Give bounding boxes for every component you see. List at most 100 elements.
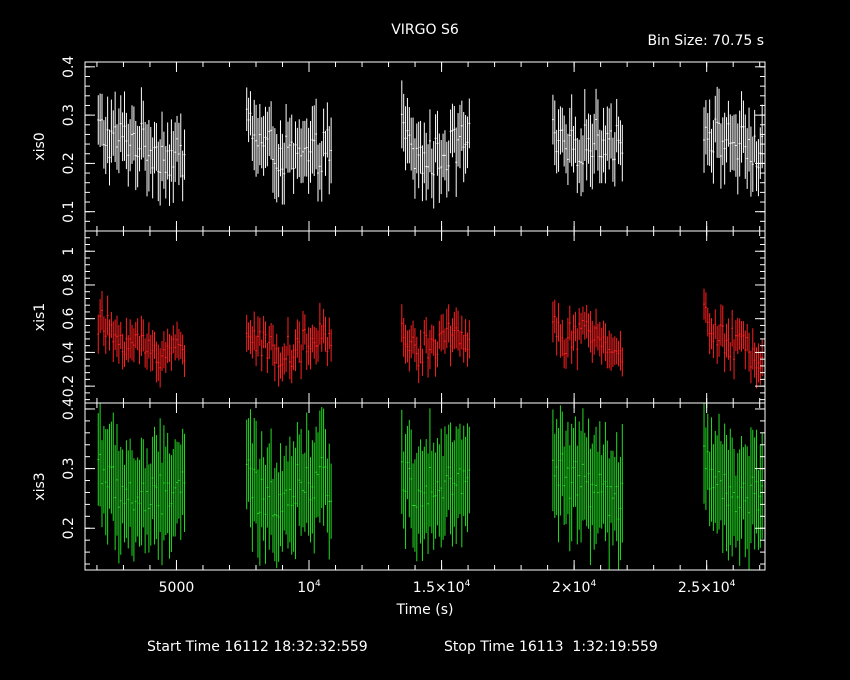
- data-point: [110, 421, 113, 514]
- data-point: [136, 318, 139, 351]
- data-point: [177, 328, 180, 361]
- data-point: [436, 438, 439, 526]
- data-point: [712, 324, 715, 359]
- data-point: [749, 350, 752, 384]
- data-point: [249, 91, 252, 136]
- data-point: [159, 139, 162, 206]
- data-point: [468, 426, 471, 514]
- data-point: [123, 464, 126, 543]
- data-point: [425, 317, 428, 354]
- data-point: [561, 107, 564, 153]
- data-point: [757, 139, 760, 197]
- data-point: [598, 322, 601, 357]
- data-point: [716, 325, 719, 364]
- data-point: [172, 448, 175, 537]
- data-point: [581, 408, 584, 521]
- data-point: [404, 433, 407, 550]
- data-point: [761, 338, 764, 377]
- y-tick-label: 0.2: [61, 517, 77, 539]
- data-point: [466, 116, 469, 169]
- data-point: [581, 135, 584, 193]
- data-point: [320, 324, 323, 352]
- data-point: [415, 452, 418, 562]
- data-point: [101, 440, 103, 528]
- data-point: [428, 109, 431, 173]
- data-point: [742, 100, 745, 153]
- data-point: [553, 433, 556, 518]
- data-point: [744, 330, 747, 370]
- data-point: [440, 428, 443, 548]
- data-point: [151, 329, 154, 371]
- data-point: [423, 122, 426, 184]
- data-point: [608, 330, 611, 369]
- data-point: [112, 412, 115, 521]
- data-point: [322, 308, 325, 344]
- data-point: [330, 117, 333, 184]
- data-point: [725, 434, 728, 552]
- data-point: [151, 137, 154, 199]
- data-point: [116, 424, 118, 536]
- data-point: [253, 311, 256, 351]
- data-point: [320, 406, 323, 509]
- data-point: [264, 106, 267, 168]
- data-point: [619, 120, 622, 166]
- data-point: [704, 100, 707, 155]
- data-point: [268, 443, 271, 550]
- data-point: [408, 419, 411, 518]
- data-point: [283, 455, 286, 531]
- data-point: [432, 141, 435, 209]
- data-point: [125, 112, 128, 170]
- data-point: [421, 450, 424, 561]
- data-point: [303, 120, 306, 177]
- data-point: [559, 106, 562, 155]
- data-point: [734, 320, 737, 352]
- data-point: [415, 336, 418, 371]
- data-point: [733, 114, 735, 171]
- data-point: [714, 430, 717, 523]
- data-point: [611, 450, 614, 546]
- data-point: [412, 117, 414, 180]
- data-point: [264, 321, 267, 349]
- data-point: [557, 303, 560, 342]
- data-point: [164, 446, 167, 536]
- data-point: [255, 104, 258, 177]
- data-point: [449, 109, 452, 154]
- data-point: [413, 328, 416, 362]
- data-point: [563, 446, 566, 525]
- data-point: [121, 333, 124, 370]
- data-point: [270, 323, 273, 351]
- data-point: [736, 317, 739, 354]
- data-point: [578, 139, 581, 184]
- data-point: [142, 319, 145, 352]
- data-point: [170, 119, 173, 182]
- data-point: [176, 441, 178, 524]
- data-point: [600, 455, 603, 529]
- data-point: [245, 314, 248, 352]
- data-point: [104, 429, 107, 536]
- data-point: [313, 442, 316, 554]
- data-point: [249, 409, 252, 528]
- data-point: [117, 325, 120, 364]
- data-point: [147, 322, 150, 359]
- data-point: [455, 426, 458, 545]
- data-point: [712, 120, 715, 184]
- data-point: [462, 334, 465, 363]
- data-point: [591, 123, 594, 190]
- data-point: [580, 128, 582, 197]
- data-point: [464, 436, 467, 527]
- data-point: [462, 111, 465, 183]
- data-point: [755, 141, 758, 192]
- data-point: [442, 133, 445, 178]
- data-point: [555, 129, 558, 174]
- data-point: [108, 319, 111, 351]
- data-point: [172, 325, 175, 354]
- data-point: [268, 325, 271, 360]
- data-point: [330, 463, 333, 539]
- data-point: [311, 324, 314, 353]
- data-point: [270, 101, 273, 160]
- x-tick-label: 2×104: [552, 579, 596, 596]
- data-point: [326, 102, 329, 158]
- data-point: [725, 323, 728, 358]
- data-point: [557, 109, 560, 172]
